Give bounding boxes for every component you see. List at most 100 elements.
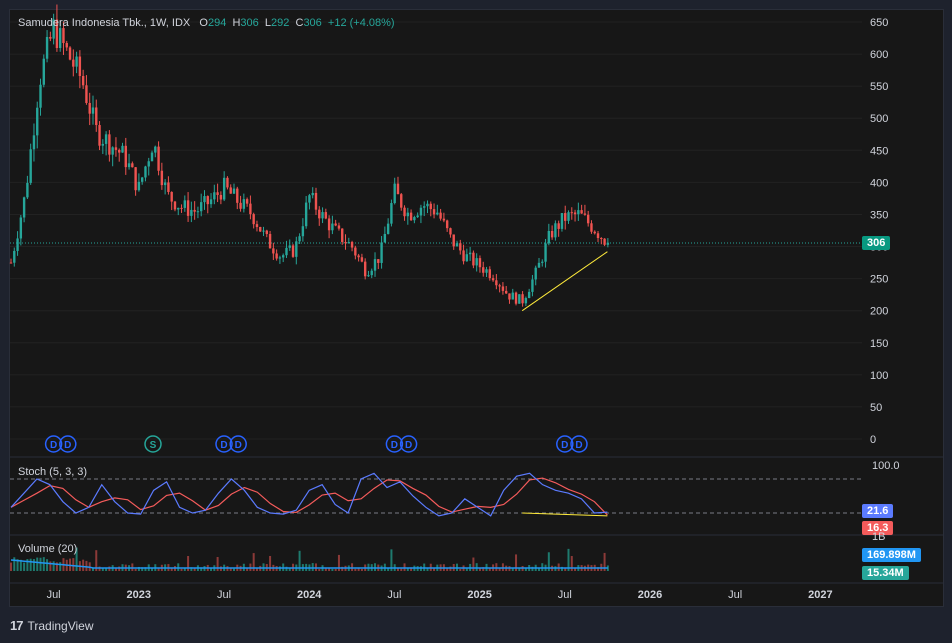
volume-bar [144,567,147,571]
close-value: 306 [303,17,322,29]
candle-body [190,209,193,216]
volume-label[interactable]: Volume (20) [18,543,78,555]
volume-bar [341,566,344,571]
volume-bar [23,562,26,571]
volume-bar [603,552,606,571]
candle-body [518,294,521,304]
candle-body [560,213,564,229]
volume-bar [357,567,360,571]
candle-body [478,258,482,268]
candle-body [488,269,491,279]
candle-body [49,36,52,39]
candle-body [350,242,354,248]
brand-label[interactable]: TradingView [27,618,94,633]
volume-bar [137,566,140,571]
volume-bar [157,567,160,571]
volume-bar [557,563,560,571]
volume-bar [288,567,291,571]
volume-bar [472,557,475,571]
candle-body [304,202,308,227]
volume-bar [560,566,563,571]
candle-body [462,250,465,262]
candle-body [186,200,190,216]
candle-body [603,238,606,245]
stoch-label[interactable]: Stoch (5, 3, 3) [18,466,88,478]
volume-bar [541,563,544,571]
price-tick-label: 400 [870,177,888,189]
candle-body [36,107,39,136]
candle-body [498,285,501,287]
volume-ma-line [10,559,608,569]
volume-bar [524,567,527,571]
candle-body [91,107,95,114]
candlestick-series [9,4,610,307]
candle-body [413,217,416,221]
stoch-d-line [10,477,608,516]
candle-body [259,227,262,232]
candle-body [580,210,583,214]
stoch-d-tag: 16.3 [862,521,894,535]
marker-letter: D [64,440,71,451]
candle-body [209,199,213,205]
candle-body [396,183,400,195]
candle-body [19,217,23,239]
candle-body [472,252,475,266]
candle-body [255,224,259,228]
time-tick-label: 2025 [467,589,491,601]
volume-bar [82,559,85,571]
candle-body [327,218,331,231]
volume-bar [59,562,62,571]
candle-body [206,196,209,205]
chart-frame [9,9,944,607]
candle-body [514,292,518,304]
candle-body [573,212,577,215]
candle-body [370,270,373,276]
candle-body [239,202,242,209]
volume-bar [337,554,340,571]
candle-body [452,234,455,247]
candle-body [547,230,551,244]
candle-body [567,212,570,221]
candle-body [380,242,383,263]
dividend-marker: D [385,435,404,453]
candle-body [22,197,26,218]
candle-body [121,145,124,153]
candle-body [268,233,272,249]
price-tick-label: 150 [870,338,888,350]
volume-bar [446,567,449,571]
volume-bar [390,549,393,571]
price-tick-label: 550 [870,81,888,93]
volume-bar [374,563,377,571]
price-trendline [521,251,608,312]
candle-body [124,145,127,168]
change-value: +12 (+4.08%) [327,17,395,29]
volume-bar [318,568,321,571]
candle-body [144,166,147,178]
volume-bar [564,567,567,571]
volume-bar [26,559,29,571]
price-tick-label: 350 [870,209,888,221]
candle-body [173,201,177,210]
marker-letter: D [235,440,242,451]
volume-bar [531,566,534,571]
candle-body [390,203,393,224]
candle-body [55,19,59,49]
candle-body [521,294,524,304]
candle-body [101,143,105,146]
candle-body [386,223,390,234]
volume-bar [255,568,258,571]
volume-bar [400,568,403,571]
volume-bar [101,567,104,571]
last-price-tag: 306 [862,236,891,250]
candle-body [409,212,413,221]
candle-body [150,152,154,162]
volume-bar [406,567,409,571]
candle-body [95,107,98,126]
volume-bar [252,553,255,571]
volume-bar [29,558,32,571]
price-grid [10,21,862,440]
candle-body [524,298,528,304]
stoch-k-tag: 21.6 [862,504,894,518]
candle-body [58,28,62,49]
